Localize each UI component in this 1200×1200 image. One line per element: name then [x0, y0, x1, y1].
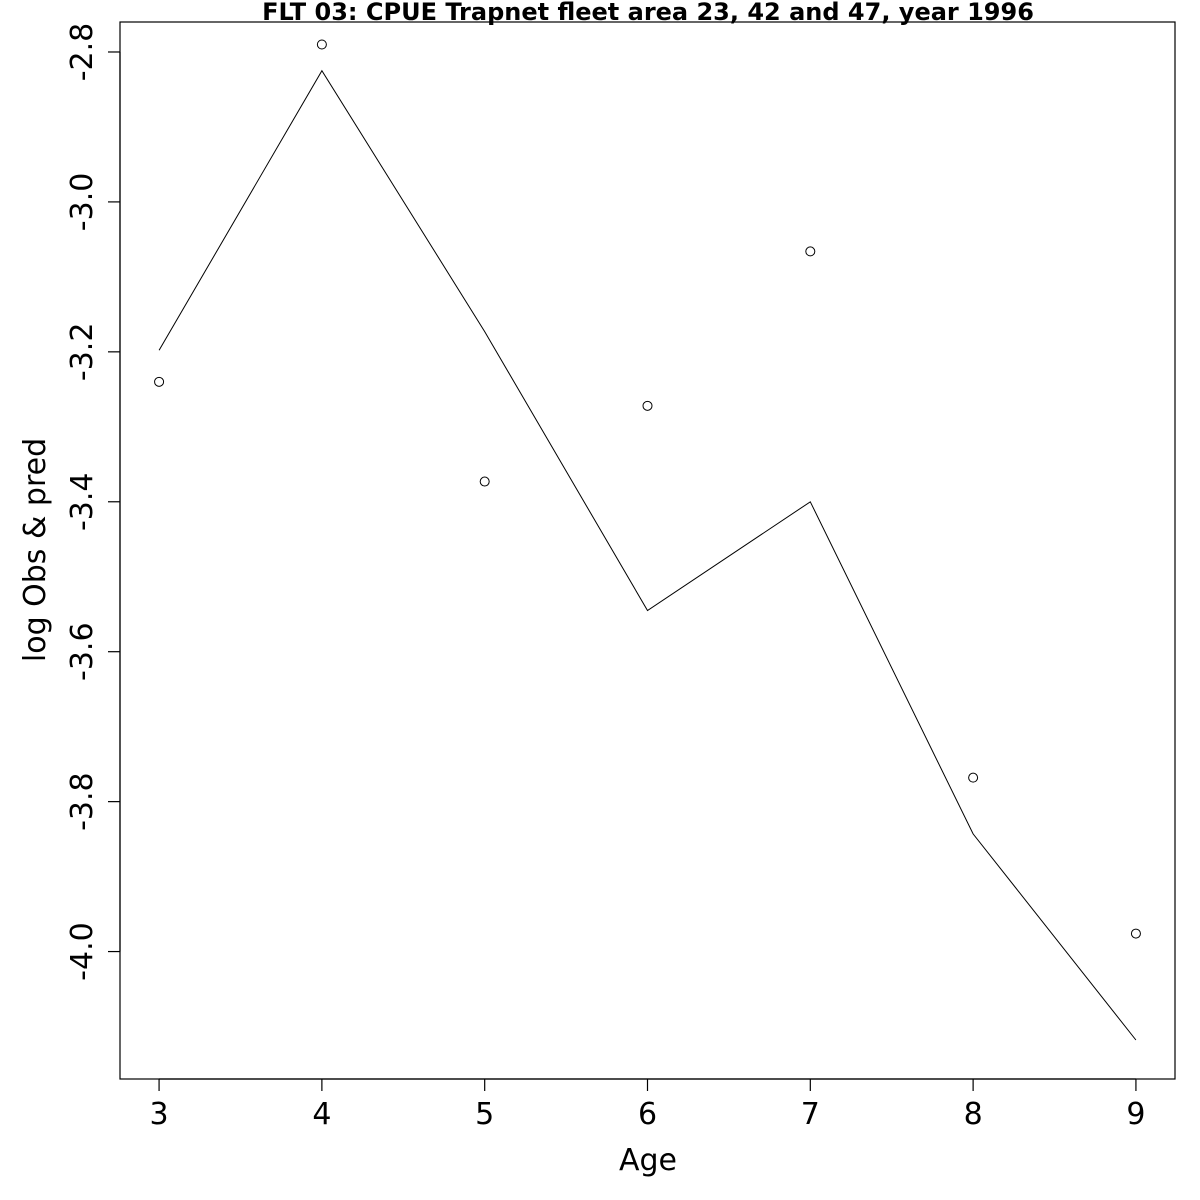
y-tick-label: -4.0: [65, 922, 100, 981]
x-tick-label: 8: [964, 1097, 983, 1132]
observed-point: [479, 476, 490, 487]
observed-points: [154, 39, 1141, 939]
x-tick-label: 9: [1126, 1097, 1145, 1132]
observed-point: [968, 772, 979, 783]
observed-point: [316, 39, 327, 50]
observed-point: [154, 376, 165, 387]
observed-point: [642, 400, 653, 411]
y-tick-label: -3.4: [65, 472, 100, 531]
x-tick-label: 4: [312, 1097, 331, 1132]
y-axis-label: log Obs & pred: [18, 438, 53, 662]
y-tick-label: -3.0: [65, 173, 100, 232]
y-tick-label: -3.8: [65, 772, 100, 831]
y-tick-label: -2.8: [65, 23, 100, 82]
observed-point: [1130, 928, 1141, 939]
predicted-line: [158, 69, 1137, 1041]
observed-point: [805, 246, 816, 257]
x-axis: 3 4 5 6 7 8 9: [150, 1078, 1145, 1132]
y-tick-label: -3.2: [65, 323, 100, 382]
x-tick-label: 3: [150, 1097, 169, 1132]
x-tick-label: 6: [638, 1097, 657, 1132]
y-axis: -2.8 -3.0 -3.2 -3.4 -3.6 -3.8 -4.0: [65, 23, 121, 981]
x-tick-label: 5: [475, 1097, 494, 1132]
x-tick-label: 7: [801, 1097, 820, 1132]
x-axis-label: Age: [619, 1143, 677, 1178]
y-tick-label: -3.6: [65, 622, 100, 681]
